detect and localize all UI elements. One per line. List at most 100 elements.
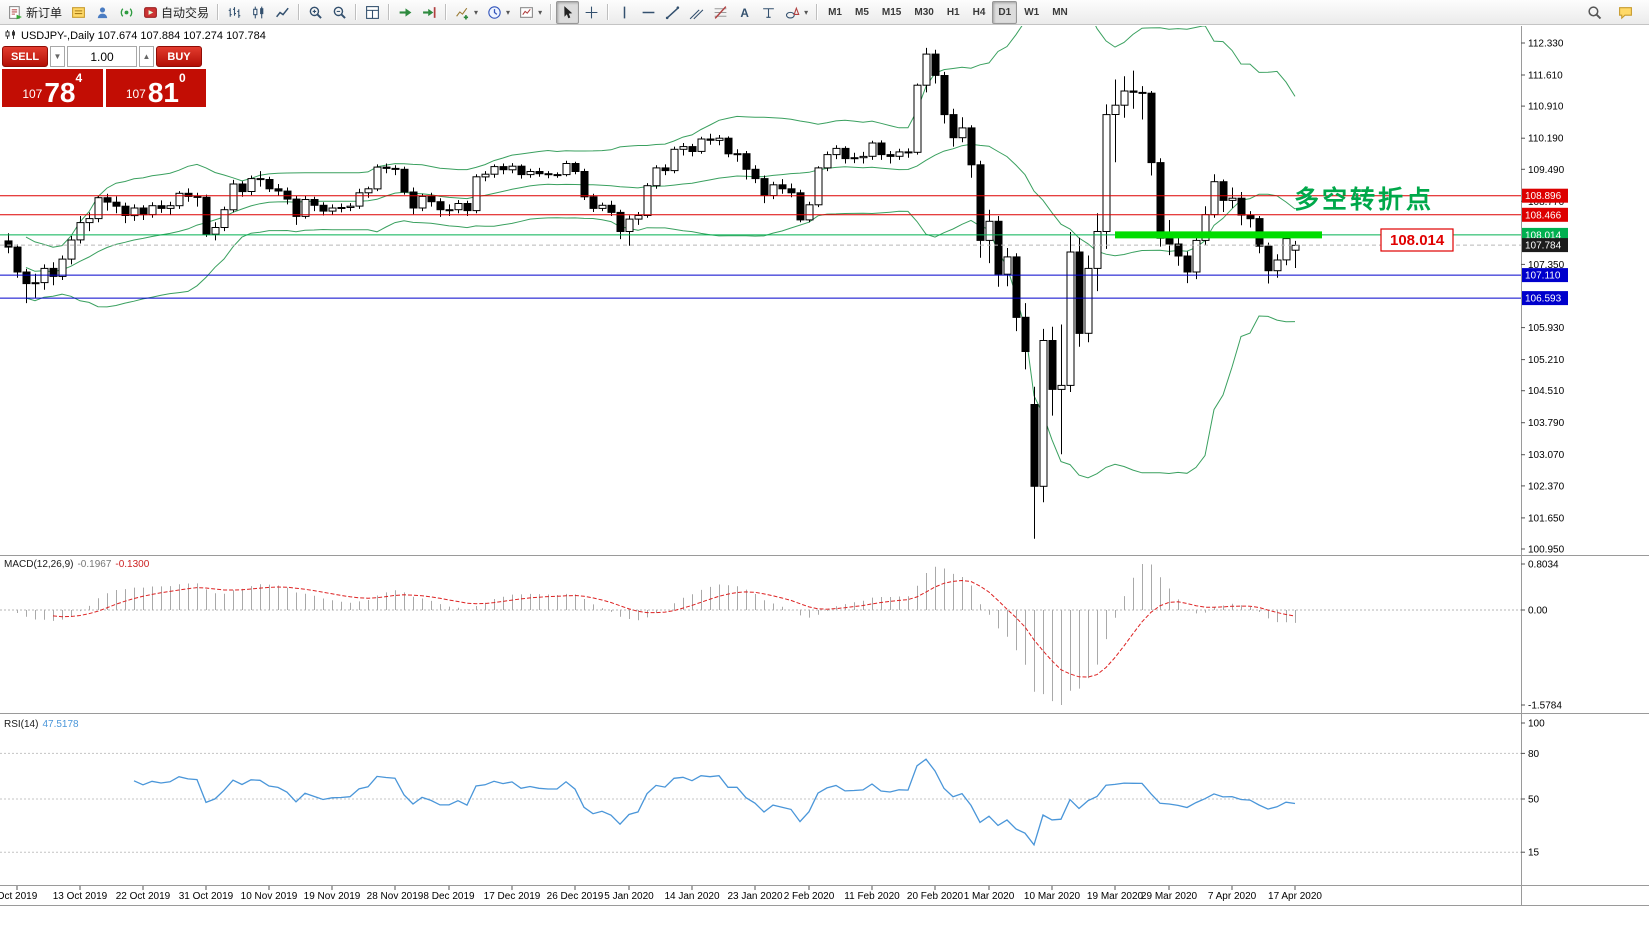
rsi-axis-tick: 15 [1528, 848, 1540, 859]
rsi-name: RSI(14) [4, 719, 39, 730]
tile-windows-button[interactable] [361, 1, 384, 24]
timeframe-m5-button[interactable]: M5 [855, 6, 869, 18]
bollinger-bands [25, 26, 1296, 479]
price-axis-tick: 104.510 [1528, 386, 1565, 397]
bollinger-upper [25, 26, 1296, 248]
date-axis-label: 17 Apr 2020 [1268, 891, 1322, 902]
zoom-out-button[interactable] [328, 1, 351, 24]
search-button[interactable] [1583, 1, 1606, 24]
rsi-line [133, 758, 1296, 847]
crosshair-icon [584, 5, 599, 20]
price-tag-text: 108.014 [1525, 230, 1562, 241]
crosshair-button[interactable] [580, 1, 603, 24]
macd-label: MACD(12,26,9) -0.1967 -0.1300 [4, 559, 149, 570]
timeframe-m15-button[interactable]: M15 [881, 6, 902, 18]
buy-price-sup: 0 [179, 71, 186, 85]
market-watch-button[interactable] [67, 1, 90, 24]
shapes-button[interactable]: ▾ [781, 1, 812, 24]
sell-button[interactable]: SELL [2, 46, 48, 67]
turning-point-annotation[interactable]: 多空转折点 [1294, 185, 1434, 214]
buy-button[interactable]: BUY [156, 46, 202, 67]
price-axis[interactable]: 112.330111.610110.910110.190109.490108.7… [1521, 39, 1568, 859]
timeframe-d1-button[interactable]: D1 [992, 0, 1018, 24]
autotrading-button[interactable]: 自动交易 [139, 1, 213, 24]
date-axis-label: 31 Oct 2019 [179, 891, 234, 902]
timeframe-m30-button[interactable]: M30 [914, 6, 934, 18]
volume-input[interactable] [67, 46, 137, 67]
candlestick-icon [251, 5, 266, 20]
horizontal-line-button[interactable] [637, 1, 660, 24]
date-axis-label: 1 Mar 2020 [964, 891, 1015, 902]
price-tag-text: 108.466 [1525, 210, 1562, 221]
date-axis[interactable]: Oct 2019 13 Oct 2019 22 Oct 2019 31 Oct 201… [0, 886, 1322, 902]
zoom-out-icon [332, 5, 347, 20]
chart-shift-icon [422, 5, 437, 20]
label-icon [761, 5, 776, 20]
price-tag-108.466 [1522, 207, 1568, 222]
sell-price-prefix: 107 [22, 87, 43, 101]
chevron-down-icon: ▾ [506, 7, 511, 17]
fibonacci-button[interactable] [709, 1, 732, 24]
cursor-button[interactable] [556, 0, 580, 24]
navigator-button[interactable] [91, 1, 114, 24]
volume-up-icon[interactable]: ▲ [139, 46, 154, 67]
chevron-down-icon: ▾ [474, 7, 479, 17]
toolbar-separator [388, 4, 391, 20]
price-axis-tick: 102.370 [1528, 481, 1565, 492]
trendline-button[interactable] [661, 1, 684, 24]
date-axis-label: 19 Mar 2020 [1087, 891, 1144, 902]
label-button[interactable] [757, 1, 780, 24]
date-axis-label: 26 Dec 2019 [547, 891, 604, 902]
timeframe-h4-button[interactable]: H4 [972, 6, 986, 18]
timeframe-mn-button[interactable]: MN [1052, 6, 1068, 18]
price-tag-text: 107.110 [1525, 271, 1561, 282]
sell-price-big: 78 [44, 77, 76, 108]
zoom-in-button[interactable] [304, 1, 327, 24]
line-chart-button[interactable] [271, 1, 294, 24]
one-click-trading-panel: SELL ▼ ▲ BUY 107 78 4 107 81 0 [2, 46, 206, 107]
date-axis-label: 2 Feb 2020 [784, 891, 835, 902]
sell-price-display[interactable]: 107 78 4 [2, 69, 103, 107]
indicators-button[interactable]: ▾ [451, 1, 482, 24]
macd-axis-tick: 0.00 [1528, 606, 1548, 617]
level-label-box[interactable] [1380, 228, 1454, 252]
bar-chart-icon [227, 5, 242, 20]
timeframe-m1-button[interactable]: M1 [828, 6, 842, 18]
main-toolbar: 新订单 自动交易 ▾ ▾ ▾ A ▾ M1 M5 M15 M30 H1 H4 D1 W1 MN [0, 0, 1649, 25]
macd-axis-tick: 0.8034 [1528, 560, 1559, 571]
channel-button[interactable] [685, 1, 708, 24]
date-axis-label: 14 Jan 2020 [664, 891, 719, 902]
bar-chart-button[interactable] [223, 1, 246, 24]
auto-scroll-button[interactable] [394, 1, 417, 24]
text-button[interactable]: A [733, 1, 756, 24]
shapes-icon [785, 5, 800, 20]
price-axis-tick: 110.910 [1528, 102, 1564, 113]
date-axis-label: 20 Feb 2020 [907, 891, 964, 902]
vertical-line-button[interactable] [613, 1, 636, 24]
chart-shift-button[interactable] [418, 1, 441, 24]
price-axis-tick: 101.650 [1528, 513, 1565, 524]
fibonacci-icon [713, 5, 728, 20]
channel-icon [689, 5, 704, 20]
date-axis-label: 22 Oct 2019 [116, 891, 171, 902]
timeframe-h1-button[interactable]: H1 [946, 6, 960, 18]
candlestick-chart-button[interactable] [247, 1, 270, 24]
toolbar-separator [217, 4, 220, 20]
timeframe-w1-button[interactable]: W1 [1024, 6, 1040, 18]
chart-canvas[interactable]: 多空转折点 108.014 112.330 111.610 110.910 110.190… [0, 26, 1649, 951]
chat-button[interactable] [1614, 1, 1637, 24]
toolbar-right-group [1583, 1, 1645, 24]
chat-icon [1618, 5, 1633, 20]
periods-button[interactable]: ▾ [483, 1, 514, 24]
date-axis-label: 19 Nov 2019 [304, 891, 361, 902]
autotrading-button-label: 自动交易 [161, 5, 210, 20]
volume-down-icon[interactable]: ▼ [50, 46, 65, 67]
templates-button[interactable]: ▾ [515, 1, 546, 24]
price-axis-tick: 111.610 [1528, 71, 1563, 82]
buy-price-display[interactable]: 107 81 0 [105, 69, 206, 107]
date-axis-label: 10 Mar 2020 [1024, 891, 1081, 902]
new-order-button[interactable]: 新订单 [4, 1, 66, 24]
mql5-community-button[interactable] [115, 1, 138, 24]
rsi-axis-tick: 50 [1528, 795, 1540, 806]
